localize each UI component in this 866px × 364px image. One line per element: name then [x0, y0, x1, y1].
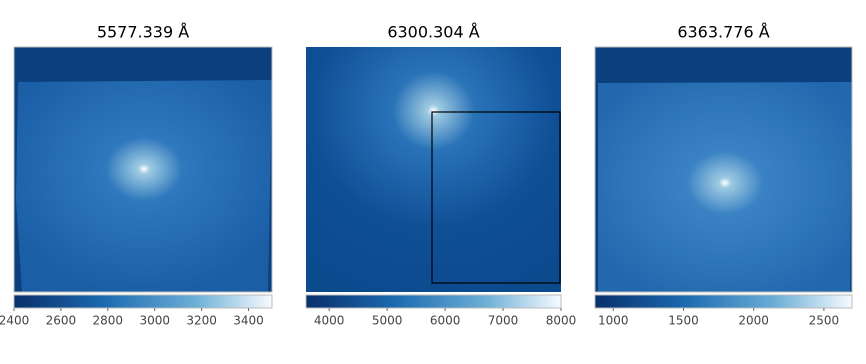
colorbar-tick-label: 1000	[598, 314, 629, 328]
colorbar-tick-label: 7000	[488, 314, 519, 328]
image-frame	[13, 46, 273, 293]
colorbar-tick-label: 2000	[738, 314, 769, 328]
panel-title: 6300.304 Å	[387, 23, 479, 42]
image	[598, 82, 852, 292]
colorbar-tick-label: 3400	[233, 314, 264, 328]
colorbar-tick-label: 8000	[546, 314, 577, 328]
colorbar	[594, 294, 853, 309]
colorbar-tick-label: 2800	[93, 314, 124, 328]
colorbar-tick-label: 4000	[314, 314, 345, 328]
colorbar-tick-label: 2400	[0, 314, 29, 328]
panel-title: 6363.776 Å	[677, 23, 769, 42]
colorbar-tick-label: 2500	[809, 314, 840, 328]
colorbar-tick-label: 3200	[186, 314, 217, 328]
colorbar-tick-label: 3000	[139, 314, 170, 328]
panel-title: 5577.339 Å	[97, 23, 189, 42]
image	[16, 80, 272, 292]
image-frame	[594, 46, 853, 293]
colorbar	[305, 294, 562, 309]
panels	[13, 46, 853, 293]
region-box	[431, 111, 561, 284]
image	[306, 47, 561, 292]
colorbar-tick-label: 6000	[430, 314, 461, 328]
colorbar	[13, 294, 273, 309]
colorbar-tick-label: 2600	[46, 314, 77, 328]
colorbar-tick-label: 5000	[372, 314, 403, 328]
colorbar-tick-label: 1500	[668, 314, 699, 328]
